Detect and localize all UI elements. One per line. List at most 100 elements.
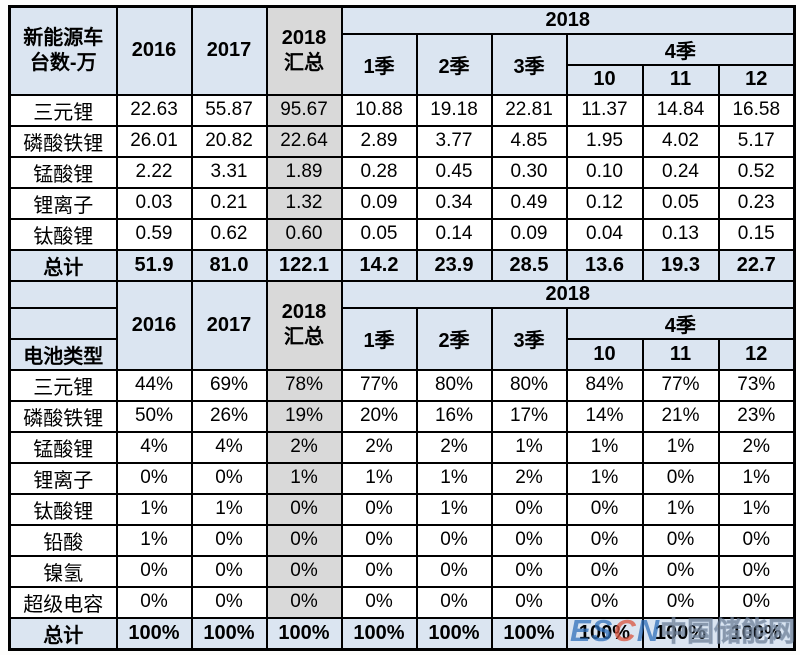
value-cell: 26.01 <box>115 124 193 158</box>
table-row: 锂离子 0.03 0.21 1.32 0.09 0.34 0.49 0.12 0.05 0.23 <box>8 186 796 220</box>
value-cell: 0.30 <box>490 155 568 189</box>
total-row: 总计 100% 100% 100% 100% 100% 100% 100% 100% 100% <box>8 616 796 650</box>
table2-col-2017: 2017 <box>190 279 268 371</box>
table1-body: 三元锂 22.63 55.87 95.67 10.88 19.18 22.81 11.37 14… <box>8 93 796 282</box>
value-cell: 14.84 <box>641 93 720 127</box>
value-cell: 80% <box>490 368 568 402</box>
row-label: 锰酸锂 <box>8 430 118 464</box>
table1-col-2016: 2016 <box>115 5 193 96</box>
value-cell: 0.52 <box>717 155 796 189</box>
value-cell: 0% <box>265 585 343 619</box>
value-cell: 55.87 <box>190 93 268 127</box>
value-cell: 0.21 <box>190 186 268 220</box>
value-cell: 0.05 <box>641 186 720 220</box>
value-cell: 1% <box>115 492 193 526</box>
table2-header: 2016 2017 2018 汇总 2018 1季 2季 3季 4季 电池类型 … <box>8 279 796 371</box>
value-cell: 1% <box>115 523 193 557</box>
value-cell: 1% <box>190 492 268 526</box>
value-cell: 5.17 <box>717 124 796 158</box>
table2-col-m11: 11 <box>641 337 720 371</box>
row-label: 三元锂 <box>8 368 118 402</box>
row-label: 锂离子 <box>8 186 118 220</box>
table-row: 锰酸锂 4% 4% 2% 2% 2% 1% 1% 1% 2% <box>8 430 796 464</box>
row-label: 三元锂 <box>8 93 118 127</box>
value-cell: 20.82 <box>190 124 268 158</box>
value-cell: 10.88 <box>340 93 418 127</box>
value-cell: 0% <box>115 554 193 588</box>
row-label: 锂离子 <box>8 461 118 495</box>
table-row: 三元锂 22.63 55.87 95.67 10.88 19.18 22.81 11.37 14… <box>8 93 796 127</box>
row-label: 铅酸 <box>8 523 118 557</box>
value-cell: 17% <box>490 399 568 433</box>
value-cell: 0.24 <box>641 155 720 189</box>
table2-col-2018-span: 2018 <box>340 279 796 309</box>
value-cell: 19.3 <box>641 248 720 282</box>
value-cell: 0% <box>565 492 644 526</box>
value-cell: 0% <box>641 523 720 557</box>
value-cell: 22.64 <box>265 124 343 158</box>
value-cell: 100% <box>490 616 568 650</box>
value-cell: 0.28 <box>340 155 418 189</box>
table2-col-q4: 4季 <box>565 306 796 340</box>
value-cell: 0% <box>115 461 193 495</box>
table-row: 锰酸锂 2.22 3.31 1.89 0.28 0.45 0.30 0.10 0.24 0.52 <box>8 155 796 189</box>
value-cell: 0% <box>490 523 568 557</box>
value-cell: 3.31 <box>190 155 268 189</box>
value-cell: 69% <box>190 368 268 402</box>
value-cell: 16% <box>415 399 493 433</box>
row-label: 磷酸铁锂 <box>8 124 118 158</box>
value-cell: 0% <box>415 554 493 588</box>
value-cell: 1% <box>415 461 493 495</box>
value-cell: 100% <box>641 616 720 650</box>
table1-col-q1: 1季 <box>340 32 418 96</box>
table2-corner-empty-mid <box>8 306 118 340</box>
row-label: 钛酸锂 <box>8 217 118 251</box>
value-cell: 100% <box>415 616 493 650</box>
value-cell: 0.34 <box>415 186 493 220</box>
value-cell: 4% <box>115 430 193 464</box>
row-label: 钛酸锂 <box>8 492 118 526</box>
value-cell: 0.15 <box>717 217 796 251</box>
value-cell: 0.49 <box>490 186 568 220</box>
value-cell: 1% <box>415 492 493 526</box>
value-cell: 0% <box>565 523 644 557</box>
value-cell: 0% <box>265 523 343 557</box>
value-cell: 4.02 <box>641 124 720 158</box>
value-cell: 23% <box>717 399 796 433</box>
value-cell: 0% <box>340 492 418 526</box>
table1-col-2017: 2017 <box>190 5 268 96</box>
value-cell: 13.6 <box>565 248 644 282</box>
value-cell: 0% <box>340 523 418 557</box>
value-cell: 0% <box>115 585 193 619</box>
value-cell: 0% <box>641 585 720 619</box>
value-cell: 0.59 <box>115 217 193 251</box>
value-cell: 0.45 <box>415 155 493 189</box>
value-cell: 100% <box>340 616 418 650</box>
value-cell: 2.89 <box>340 124 418 158</box>
table1-col-2018-summary: 2018 汇总 <box>265 5 343 96</box>
value-cell: 100% <box>265 616 343 650</box>
value-cell: 1% <box>717 492 796 526</box>
value-cell: 0% <box>641 461 720 495</box>
value-cell: 0% <box>190 585 268 619</box>
value-cell: 1% <box>641 430 720 464</box>
table-row: 钛酸锂 0.59 0.62 0.60 0.05 0.14 0.09 0.04 0.13 0.15 <box>8 217 796 251</box>
value-cell: 77% <box>641 368 720 402</box>
table2-col-q1: 1季 <box>340 306 418 371</box>
value-cell: 0.09 <box>490 217 568 251</box>
table1-col-m12: 12 <box>717 63 796 96</box>
value-cell: 0.05 <box>340 217 418 251</box>
value-cell: 19% <box>265 399 343 433</box>
value-cell: 0% <box>415 585 493 619</box>
value-cell: 81.0 <box>190 248 268 282</box>
value-cell: 0% <box>190 523 268 557</box>
value-cell: 21% <box>641 399 720 433</box>
value-cell: 77% <box>340 368 418 402</box>
value-cell: 84% <box>565 368 644 402</box>
value-cell: 51.9 <box>115 248 193 282</box>
value-cell: 0.09 <box>340 186 418 220</box>
value-cell: 100% <box>717 616 796 650</box>
value-cell: 14% <box>565 399 644 433</box>
table1-col-q4: 4季 <box>565 32 796 66</box>
table-row: 钛酸锂 1% 1% 0% 0% 1% 0% 0% 1% 1% <box>8 492 796 526</box>
